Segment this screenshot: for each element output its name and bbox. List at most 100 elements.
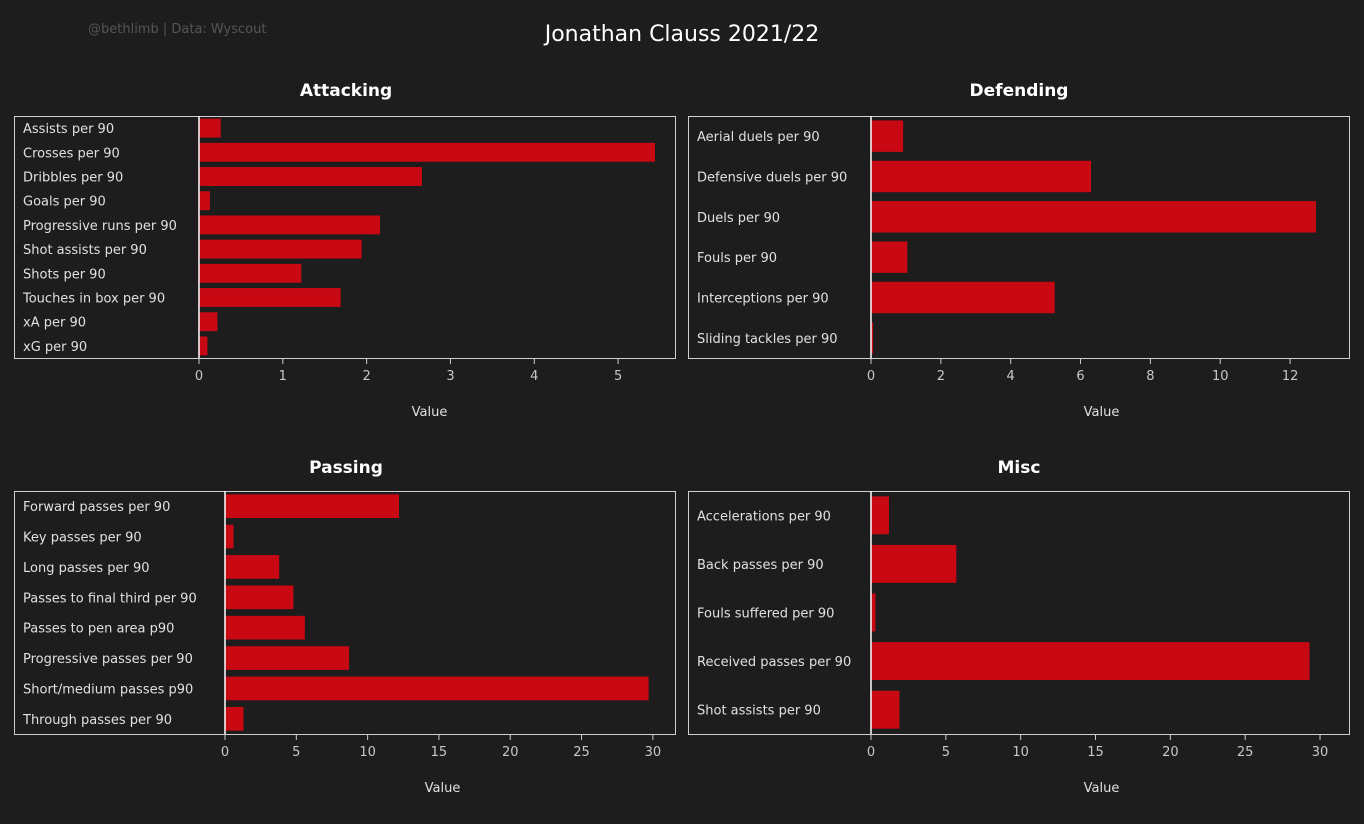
defending-bar-sliding-tackles-per-90: [871, 322, 874, 354]
passing-tick-label-30: 30: [645, 745, 662, 760]
defending-tick-label-12: 12: [1282, 369, 1299, 384]
misc-x-axis-title: Value: [1084, 781, 1120, 796]
misc-tick-label-30: 30: [1312, 745, 1329, 760]
passing-tick-label-5: 5: [292, 745, 300, 760]
attacking-tick-label-3: 3: [446, 369, 454, 384]
attacking-bar-dribbles-per-90: [199, 167, 422, 186]
attacking-bar-goals-per-90: [199, 191, 210, 211]
defending-title: Defending: [970, 81, 1069, 101]
defending-tick-label-8: 8: [1146, 369, 1154, 384]
misc-bar-back-passes-per-90: [871, 544, 957, 583]
misc-tick-label-15: 15: [1087, 745, 1104, 760]
defending-bar-interceptions-per-90: [871, 281, 1055, 314]
defending-label-defensive-duels-per-90: Defensive duels per 90: [697, 171, 847, 186]
passing-label-progressive-passes-per-90: Progressive passes per 90: [23, 652, 193, 667]
defending-tick-label-2: 2: [937, 369, 945, 384]
passing-bar-through-passes-per-90: [225, 706, 244, 731]
misc-plot-frame: [688, 491, 1350, 735]
attacking-bar-shots-per-90: [199, 263, 302, 283]
attacking-bar-crosses-per-90: [199, 142, 655, 162]
misc-tick-label-25: 25: [1237, 745, 1254, 760]
passing-label-forward-passes-per-90: Forward passes per 90: [23, 500, 170, 515]
passing-label-key-passes-per-90: Key passes per 90: [23, 531, 142, 546]
passing-label-through-passes-per-90: Through passes per 90: [22, 713, 172, 728]
attacking-tick-label-2: 2: [362, 369, 370, 384]
attacking-title: Attacking: [300, 81, 392, 101]
attacking-bar-shot-assists-per-90: [199, 239, 362, 259]
attacking-label-xa-per-90: xA per 90: [23, 316, 86, 331]
attacking-label-dribbles-per-90: Dribbles per 90: [23, 171, 123, 186]
defending-bar-duels-per-90: [871, 201, 1316, 233]
passing-tick-label-10: 10: [359, 745, 376, 760]
defending-bar-aerial-duels-per-90: [871, 120, 904, 152]
defending-bar-defensive-duels-per-90: [871, 160, 1092, 193]
page-title: Jonathan Clauss 2021/22: [544, 22, 820, 47]
passing-tick-label-20: 20: [502, 745, 519, 760]
passing-bar-key-passes-per-90: [225, 524, 234, 549]
passing-label-short-medium-passes-p90: Short/medium passes p90: [23, 682, 193, 697]
misc-bar-fouls-suffered-per-90: [871, 593, 876, 632]
defending-label-duels-per-90: Duels per 90: [697, 211, 780, 226]
misc-tick-label-5: 5: [942, 745, 950, 760]
misc-bar-shot-assists-per-90: [871, 690, 900, 729]
attacking-label-touches-in-box-per-90: Touches in box per 90: [22, 292, 165, 307]
attacking-x-axis-title: Value: [412, 405, 448, 420]
attacking-label-progressive-runs-per-90: Progressive runs per 90: [23, 219, 177, 234]
passing-bar-long-passes-per-90: [225, 555, 280, 579]
defending-label-sliding-tackles-per-90: Sliding tackles per 90: [697, 332, 838, 347]
passing-bar-forward-passes-per-90: [225, 494, 399, 519]
misc-bar-received-passes-per-90: [871, 642, 1310, 681]
defending-label-fouls-per-90: Fouls per 90: [697, 251, 777, 266]
misc-tick-label-0: 0: [867, 745, 875, 760]
passing-plot-frame: [14, 491, 676, 735]
attacking-label-goals-per-90: Goals per 90: [23, 195, 106, 210]
misc-tick-label-10: 10: [1012, 745, 1029, 760]
defending-plot-frame: [688, 116, 1350, 359]
attacking-label-assists-per-90: Assists per 90: [23, 122, 114, 137]
passing-tick-label-15: 15: [431, 745, 448, 760]
attacking-bar-progressive-runs-per-90: [199, 215, 381, 235]
passing-bar-passes-to-final-third-per-90: [225, 585, 294, 610]
passing-bar-passes-to-pen-area-p90: [225, 615, 305, 640]
misc-label-received-passes-per-90: Received passes per 90: [697, 655, 851, 670]
attacking-label-crosses-per-90: Crosses per 90: [23, 146, 120, 161]
misc-label-back-passes-per-90: Back passes per 90: [697, 558, 824, 573]
attacking-bar-xg-per-90: [199, 336, 208, 356]
passing-x-axis-title: Value: [425, 781, 461, 796]
defending-tick-label-6: 6: [1076, 369, 1084, 384]
misc-label-fouls-suffered-per-90: Fouls suffered per 90: [697, 607, 834, 622]
attacking-bar-assists-per-90: [199, 118, 221, 138]
defending-bar-fouls-per-90: [871, 241, 908, 273]
passing-tick-label-25: 25: [573, 745, 590, 760]
misc-title: Misc: [998, 458, 1041, 478]
defending-x-axis-title: Value: [1084, 405, 1120, 420]
attacking-label-shots-per-90: Shots per 90: [23, 267, 106, 282]
misc-label-accelerations-per-90: Accelerations per 90: [697, 509, 831, 524]
passing-label-passes-to-pen-area-p90: Passes to pen area p90: [23, 622, 174, 637]
attacking-tick-label-5: 5: [614, 369, 622, 384]
attacking-bar-xa-per-90: [199, 312, 218, 332]
passing-label-passes-to-final-third-per-90: Passes to final third per 90: [23, 591, 197, 606]
defending-label-aerial-duels-per-90: Aerial duels per 90: [697, 130, 820, 145]
defending-tick-label-0: 0: [867, 369, 875, 384]
misc-tick-label-20: 20: [1162, 745, 1179, 760]
passing-bar-progressive-passes-per-90: [225, 646, 350, 670]
attacking-tick-label-1: 1: [279, 369, 287, 384]
passing-bar-short-medium-passes-p90: [225, 676, 649, 701]
misc-bar-accelerations-per-90: [871, 496, 889, 535]
passing-tick-label-0: 0: [221, 745, 229, 760]
attacking-tick-label-4: 4: [530, 369, 538, 384]
passing-title: Passing: [309, 458, 383, 478]
defending-tick-label-4: 4: [1007, 369, 1015, 384]
attacking-tick-label-0: 0: [195, 369, 203, 384]
passing-label-long-passes-per-90: Long passes per 90: [23, 561, 150, 576]
attacking-bar-touches-in-box-per-90: [199, 288, 341, 307]
defending-label-interceptions-per-90: Interceptions per 90: [697, 292, 829, 307]
credit-text: @bethlimb | Data: Wyscout: [88, 22, 267, 37]
attacking-label-shot-assists-per-90: Shot assists per 90: [23, 243, 147, 258]
attacking-plot-frame: [14, 116, 676, 359]
